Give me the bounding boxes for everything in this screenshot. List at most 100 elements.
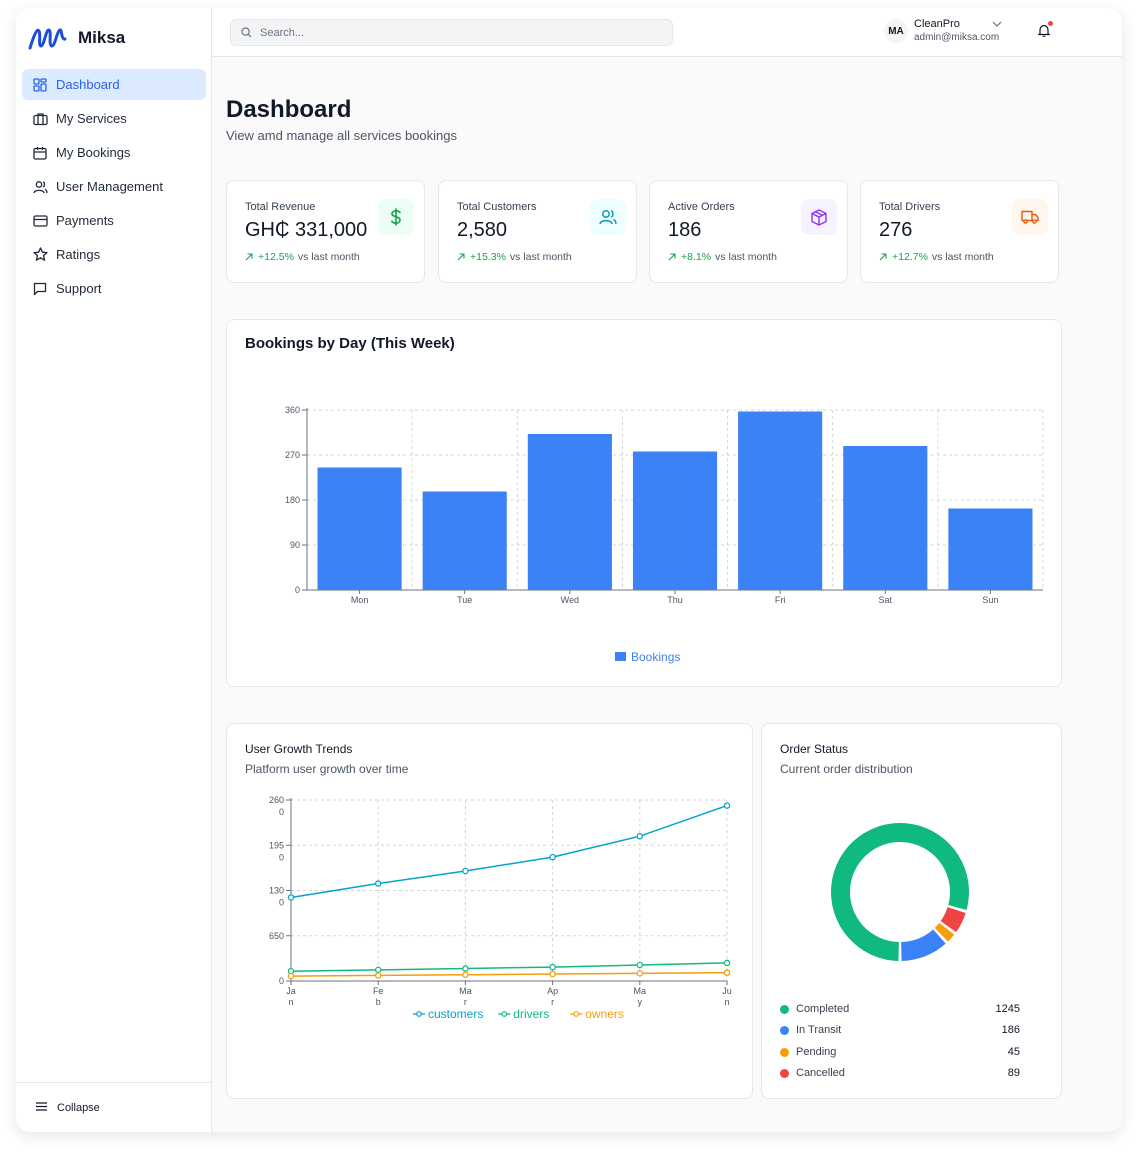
order-status-subtitle: Current order distribution xyxy=(780,762,913,776)
sidebar-item-label: Payments xyxy=(56,213,114,228)
legend-value: 186 xyxy=(1001,1024,1020,1036)
trend-up-icon xyxy=(879,253,887,261)
x-tick-label-part: Ma xyxy=(634,986,647,996)
calendar-icon xyxy=(32,145,48,161)
stat-change-suffix: vs last month xyxy=(931,251,994,263)
y-tick-label-part: 195 xyxy=(269,840,284,850)
collapse-label: Collapse xyxy=(57,1101,100,1114)
x-tick-label: Ma y xyxy=(634,986,647,1007)
x-tick-label-part: Fe xyxy=(373,986,384,996)
y-tick-label: 90 xyxy=(290,540,300,550)
y-tick-label: 180 xyxy=(285,495,300,505)
sidebar-item-dashboard[interactable]: Dashboard xyxy=(22,69,206,100)
stat-value: GH₵ 331,000 xyxy=(245,219,368,241)
user-growth-card: User Growth Trends Platform user growth … xyxy=(226,723,753,1099)
legend-value: 45 xyxy=(1007,1046,1020,1058)
app-window: Miksa Dashboard My Services My Bookings xyxy=(16,8,1122,1132)
sidebar-item-label: My Services xyxy=(56,111,127,126)
user-name: CleanPro xyxy=(914,18,960,30)
x-tick-label-part: r xyxy=(551,997,554,1007)
legend-label: Bookings xyxy=(631,650,680,664)
legend-dot xyxy=(780,1025,789,1035)
user-menu[interactable]: MA CleanPro admin@miksa.com xyxy=(884,18,1002,44)
legend-item-cancelled: Cancelled 89 xyxy=(780,1065,1020,1081)
sidebar-item-my-services[interactable]: My Services xyxy=(22,103,206,134)
stat-change-percent: +15.3% xyxy=(470,251,506,263)
top-header: MA CleanPro admin@miksa.com xyxy=(212,8,1122,57)
bar-sat xyxy=(843,446,928,590)
bar-mon xyxy=(317,467,402,590)
y-tick-label-part: 0 xyxy=(279,898,284,908)
page-title: Dashboard xyxy=(226,96,352,123)
bar-wed xyxy=(527,434,612,590)
collapse-button[interactable]: Collapse xyxy=(16,1082,212,1132)
stat-change-suffix: vs last month xyxy=(297,251,360,263)
credit-card-icon xyxy=(32,213,48,229)
stat-card-drivers: Total Drivers 276 +12.7% vs last month xyxy=(860,180,1059,283)
message-icon xyxy=(32,281,48,297)
sidebar-item-label: Support xyxy=(56,281,102,296)
data-point-owners xyxy=(549,970,556,978)
notification-dot xyxy=(1048,21,1053,26)
sidebar-item-ratings[interactable]: Ratings xyxy=(22,239,206,270)
y-tick-label: 195 0 xyxy=(269,840,284,862)
data-point-owners xyxy=(636,970,644,977)
x-tick-label: Ju n xyxy=(722,986,732,1007)
x-tick-label-part: n xyxy=(724,997,729,1007)
legend-label: drivers xyxy=(513,1007,549,1021)
sidebar: Miksa Dashboard My Services My Bookings xyxy=(16,8,212,1132)
search-input[interactable] xyxy=(260,26,660,39)
search-bar[interactable] xyxy=(230,19,673,46)
legend-dot xyxy=(780,1047,789,1057)
x-tick-label-part: r xyxy=(464,997,467,1007)
x-tick-label-part: Ju xyxy=(722,986,732,996)
stat-card-active-orders: Active Orders 186 +8.1% vs last month xyxy=(649,180,848,283)
user-info: CleanPro admin@miksa.com xyxy=(914,18,999,44)
x-tick-label-part: Ap xyxy=(547,986,558,996)
stat-card-revenue: Total Revenue GH₵ 331,000 +12.5% vs last… xyxy=(226,180,425,283)
bookings-chart-card: Bookings by Day (This Week) 0 90 180 270 360… xyxy=(226,319,1062,687)
sidebar-item-user-management[interactable]: User Management xyxy=(22,171,206,202)
order-status-card: Order Status Current order distribution … xyxy=(761,723,1062,1099)
x-tick-label: Sat xyxy=(879,595,893,605)
main-content: Dashboard View amd manage all services b… xyxy=(212,57,1122,1132)
x-tick-label-part: b xyxy=(376,997,381,1007)
stat-change-percent: +12.7% xyxy=(892,251,928,263)
user-email: admin@miksa.com xyxy=(914,32,1000,43)
legend-label: Completed xyxy=(796,1003,850,1015)
sidebar-item-my-bookings[interactable]: My Bookings xyxy=(22,137,206,168)
data-point-owners xyxy=(462,971,469,978)
brand[interactable]: Miksa xyxy=(28,18,125,58)
x-tick-label: Wed xyxy=(561,595,579,605)
page-subtitle: View amd manage all services bookings xyxy=(226,128,457,143)
package-icon xyxy=(801,199,837,235)
data-point-customers xyxy=(549,853,556,861)
notifications-button[interactable] xyxy=(1037,21,1053,42)
y-tick-label: 270 xyxy=(285,450,300,460)
x-tick-label-part: n xyxy=(288,997,293,1007)
legend-label: customers xyxy=(428,1007,483,1021)
stat-value: 186 xyxy=(668,219,702,241)
star-icon xyxy=(32,247,48,263)
stat-change: +15.3% vs last month xyxy=(457,251,572,263)
data-point-customers xyxy=(636,832,644,840)
stat-label: Total Drivers xyxy=(879,201,941,213)
x-tick-label: Sun xyxy=(982,595,998,605)
legend-swatch xyxy=(615,652,626,661)
data-point-drivers xyxy=(723,959,731,967)
sidebar-item-label: Dashboard xyxy=(56,77,120,92)
sidebar-item-support[interactable]: Support xyxy=(22,273,206,304)
stat-card-customers: Total Customers 2,580 +15.3% vs last mon… xyxy=(438,180,637,283)
stat-change-suffix: vs last month xyxy=(509,251,572,263)
legend-label: Pending xyxy=(796,1046,837,1058)
legend-label: Cancelled xyxy=(796,1067,845,1079)
y-tick-label-part: 130 xyxy=(269,886,284,896)
stat-change-percent: +8.1% xyxy=(681,251,712,263)
trend-up-icon xyxy=(668,253,676,261)
legend-dot xyxy=(780,1068,789,1078)
donut-slice-pending xyxy=(934,922,955,942)
dollar-icon xyxy=(378,199,414,235)
bar-sun xyxy=(948,508,1033,590)
stat-value: 2,580 xyxy=(457,219,508,241)
sidebar-item-payments[interactable]: Payments xyxy=(22,205,206,236)
